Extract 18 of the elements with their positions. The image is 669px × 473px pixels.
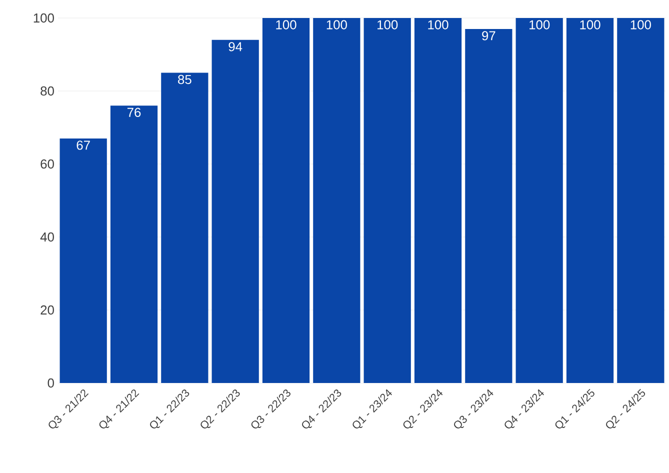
y-tick-label: 0 (48, 378, 54, 388)
data-label: 94 (228, 42, 242, 52)
data-label: 100 (276, 20, 296, 30)
data-label: 85 (178, 74, 192, 84)
data-label: 100 (428, 20, 448, 30)
y-tick-label: 100 (34, 13, 54, 23)
data-label: 100 (580, 20, 600, 30)
data-label: 100 (326, 20, 347, 30)
data-label: 76 (127, 108, 141, 117)
data-label: 100 (530, 20, 550, 30)
y-tick-label: 40 (40, 232, 54, 242)
y-tick-label: 20 (40, 305, 54, 315)
data-label: 67 (76, 140, 90, 150)
y-tick-label: 80 (40, 86, 54, 96)
data-label: 97 (482, 31, 496, 40)
data-label: 100 (378, 20, 398, 30)
y-tick-label: 60 (40, 159, 54, 169)
data-label: 100 (630, 20, 651, 30)
